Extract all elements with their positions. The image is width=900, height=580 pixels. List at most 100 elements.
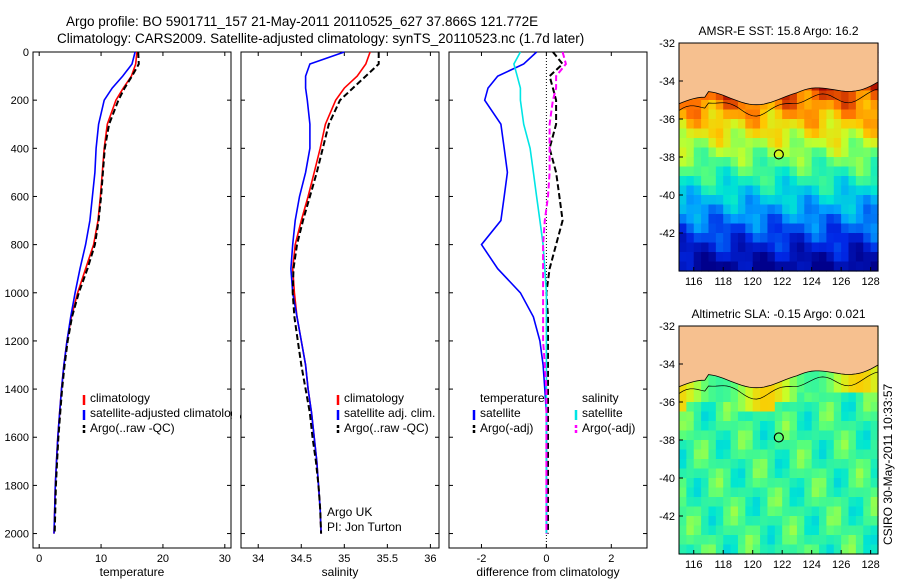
x-axis-label: temperature — [100, 565, 165, 579]
map-cell — [804, 392, 813, 403]
map-cell — [811, 176, 820, 187]
map-cell — [833, 449, 842, 460]
map-cell — [693, 506, 702, 517]
map-cell — [693, 166, 702, 177]
map-cell — [870, 392, 879, 403]
map-cell — [693, 138, 702, 149]
map-cell — [774, 487, 783, 498]
map-cell — [774, 421, 783, 432]
map-cell — [826, 392, 835, 403]
map-cell — [737, 468, 746, 479]
map-cell — [730, 468, 739, 479]
map-cell — [841, 204, 850, 215]
map-cell — [723, 109, 732, 120]
map-cell — [819, 147, 828, 158]
map-cell — [752, 204, 761, 215]
map-cell — [811, 506, 820, 517]
map-cell — [686, 185, 695, 196]
map-cell — [730, 252, 739, 263]
map-cell — [811, 516, 820, 527]
map-cell — [782, 119, 791, 130]
map-cell — [855, 176, 864, 187]
map-cell — [833, 100, 842, 111]
y-tick-label: 1800 — [5, 480, 29, 492]
map-cell — [833, 535, 842, 546]
map-cell — [767, 261, 776, 272]
map-cell — [833, 176, 842, 187]
map-cell — [833, 138, 842, 149]
map-cell — [789, 119, 798, 130]
map-cell — [804, 214, 813, 225]
map-cell — [693, 497, 702, 508]
map-cell — [804, 223, 813, 234]
map-cell — [737, 392, 746, 403]
map-cell — [863, 138, 872, 149]
map-cell — [737, 402, 746, 413]
map-cell — [752, 157, 761, 168]
y-tick-label: -38 — [659, 152, 675, 164]
map-cell — [863, 383, 872, 394]
map-cell — [796, 109, 805, 120]
map-cell — [789, 402, 798, 413]
x-tick-label: 128 — [861, 276, 879, 288]
map-cell — [679, 440, 687, 451]
map-cell — [811, 204, 820, 215]
map-cell — [701, 535, 710, 546]
legend-argo-label: Argo(..raw -QC) — [344, 421, 429, 435]
map-cell — [752, 411, 761, 422]
map-cell — [760, 544, 769, 555]
map-cell — [782, 157, 791, 168]
map-cell — [737, 449, 746, 460]
map-cell — [701, 478, 710, 489]
x-tick-label: 118 — [714, 559, 732, 571]
map-cell — [686, 497, 695, 508]
map-cell — [833, 157, 842, 168]
map-cell — [782, 516, 791, 527]
map-cell — [745, 233, 754, 244]
map-cell — [767, 176, 776, 187]
map-cell — [841, 185, 850, 196]
map-cell — [686, 138, 695, 149]
map-cell — [826, 100, 835, 111]
map-cell — [708, 449, 717, 460]
map-cell — [789, 223, 798, 234]
map-cell — [848, 90, 857, 101]
map-cell — [782, 166, 791, 177]
map-title: AMSR-E SST: 15.8 Argo: 16.2 — [698, 24, 858, 38]
map-cell — [767, 516, 776, 527]
map-cell — [782, 109, 791, 120]
map-cell — [745, 147, 754, 158]
map-cell — [789, 459, 798, 470]
legend-clip — [232, 390, 240, 435]
map-cell — [723, 459, 732, 470]
isobath-line — [678, 371, 879, 400]
map-cell — [737, 242, 746, 253]
map-cell — [863, 223, 872, 234]
map-cell — [745, 242, 754, 253]
map-cell — [745, 449, 754, 460]
map-cell — [833, 185, 842, 196]
map-cell — [841, 138, 850, 149]
map-cell — [723, 478, 732, 489]
map-cell — [796, 440, 805, 451]
map-cell — [715, 421, 724, 432]
map-cell — [760, 252, 769, 263]
map-cell — [848, 411, 857, 422]
map-cell — [848, 478, 857, 489]
map-cell — [760, 119, 769, 130]
map-cell — [826, 478, 835, 489]
map-cell — [767, 233, 776, 244]
map-cell — [701, 544, 710, 555]
map-cell — [693, 128, 702, 139]
map-cell — [782, 421, 791, 432]
map-cell — [870, 430, 879, 441]
map-cell — [819, 506, 828, 517]
map-cell — [841, 214, 850, 225]
map-cell — [737, 497, 746, 508]
map-cell — [811, 525, 820, 536]
map-cell — [737, 421, 746, 432]
map-cell — [730, 421, 739, 432]
map-cell — [730, 147, 739, 158]
map-cell — [841, 411, 850, 422]
map-cell — [855, 252, 864, 263]
